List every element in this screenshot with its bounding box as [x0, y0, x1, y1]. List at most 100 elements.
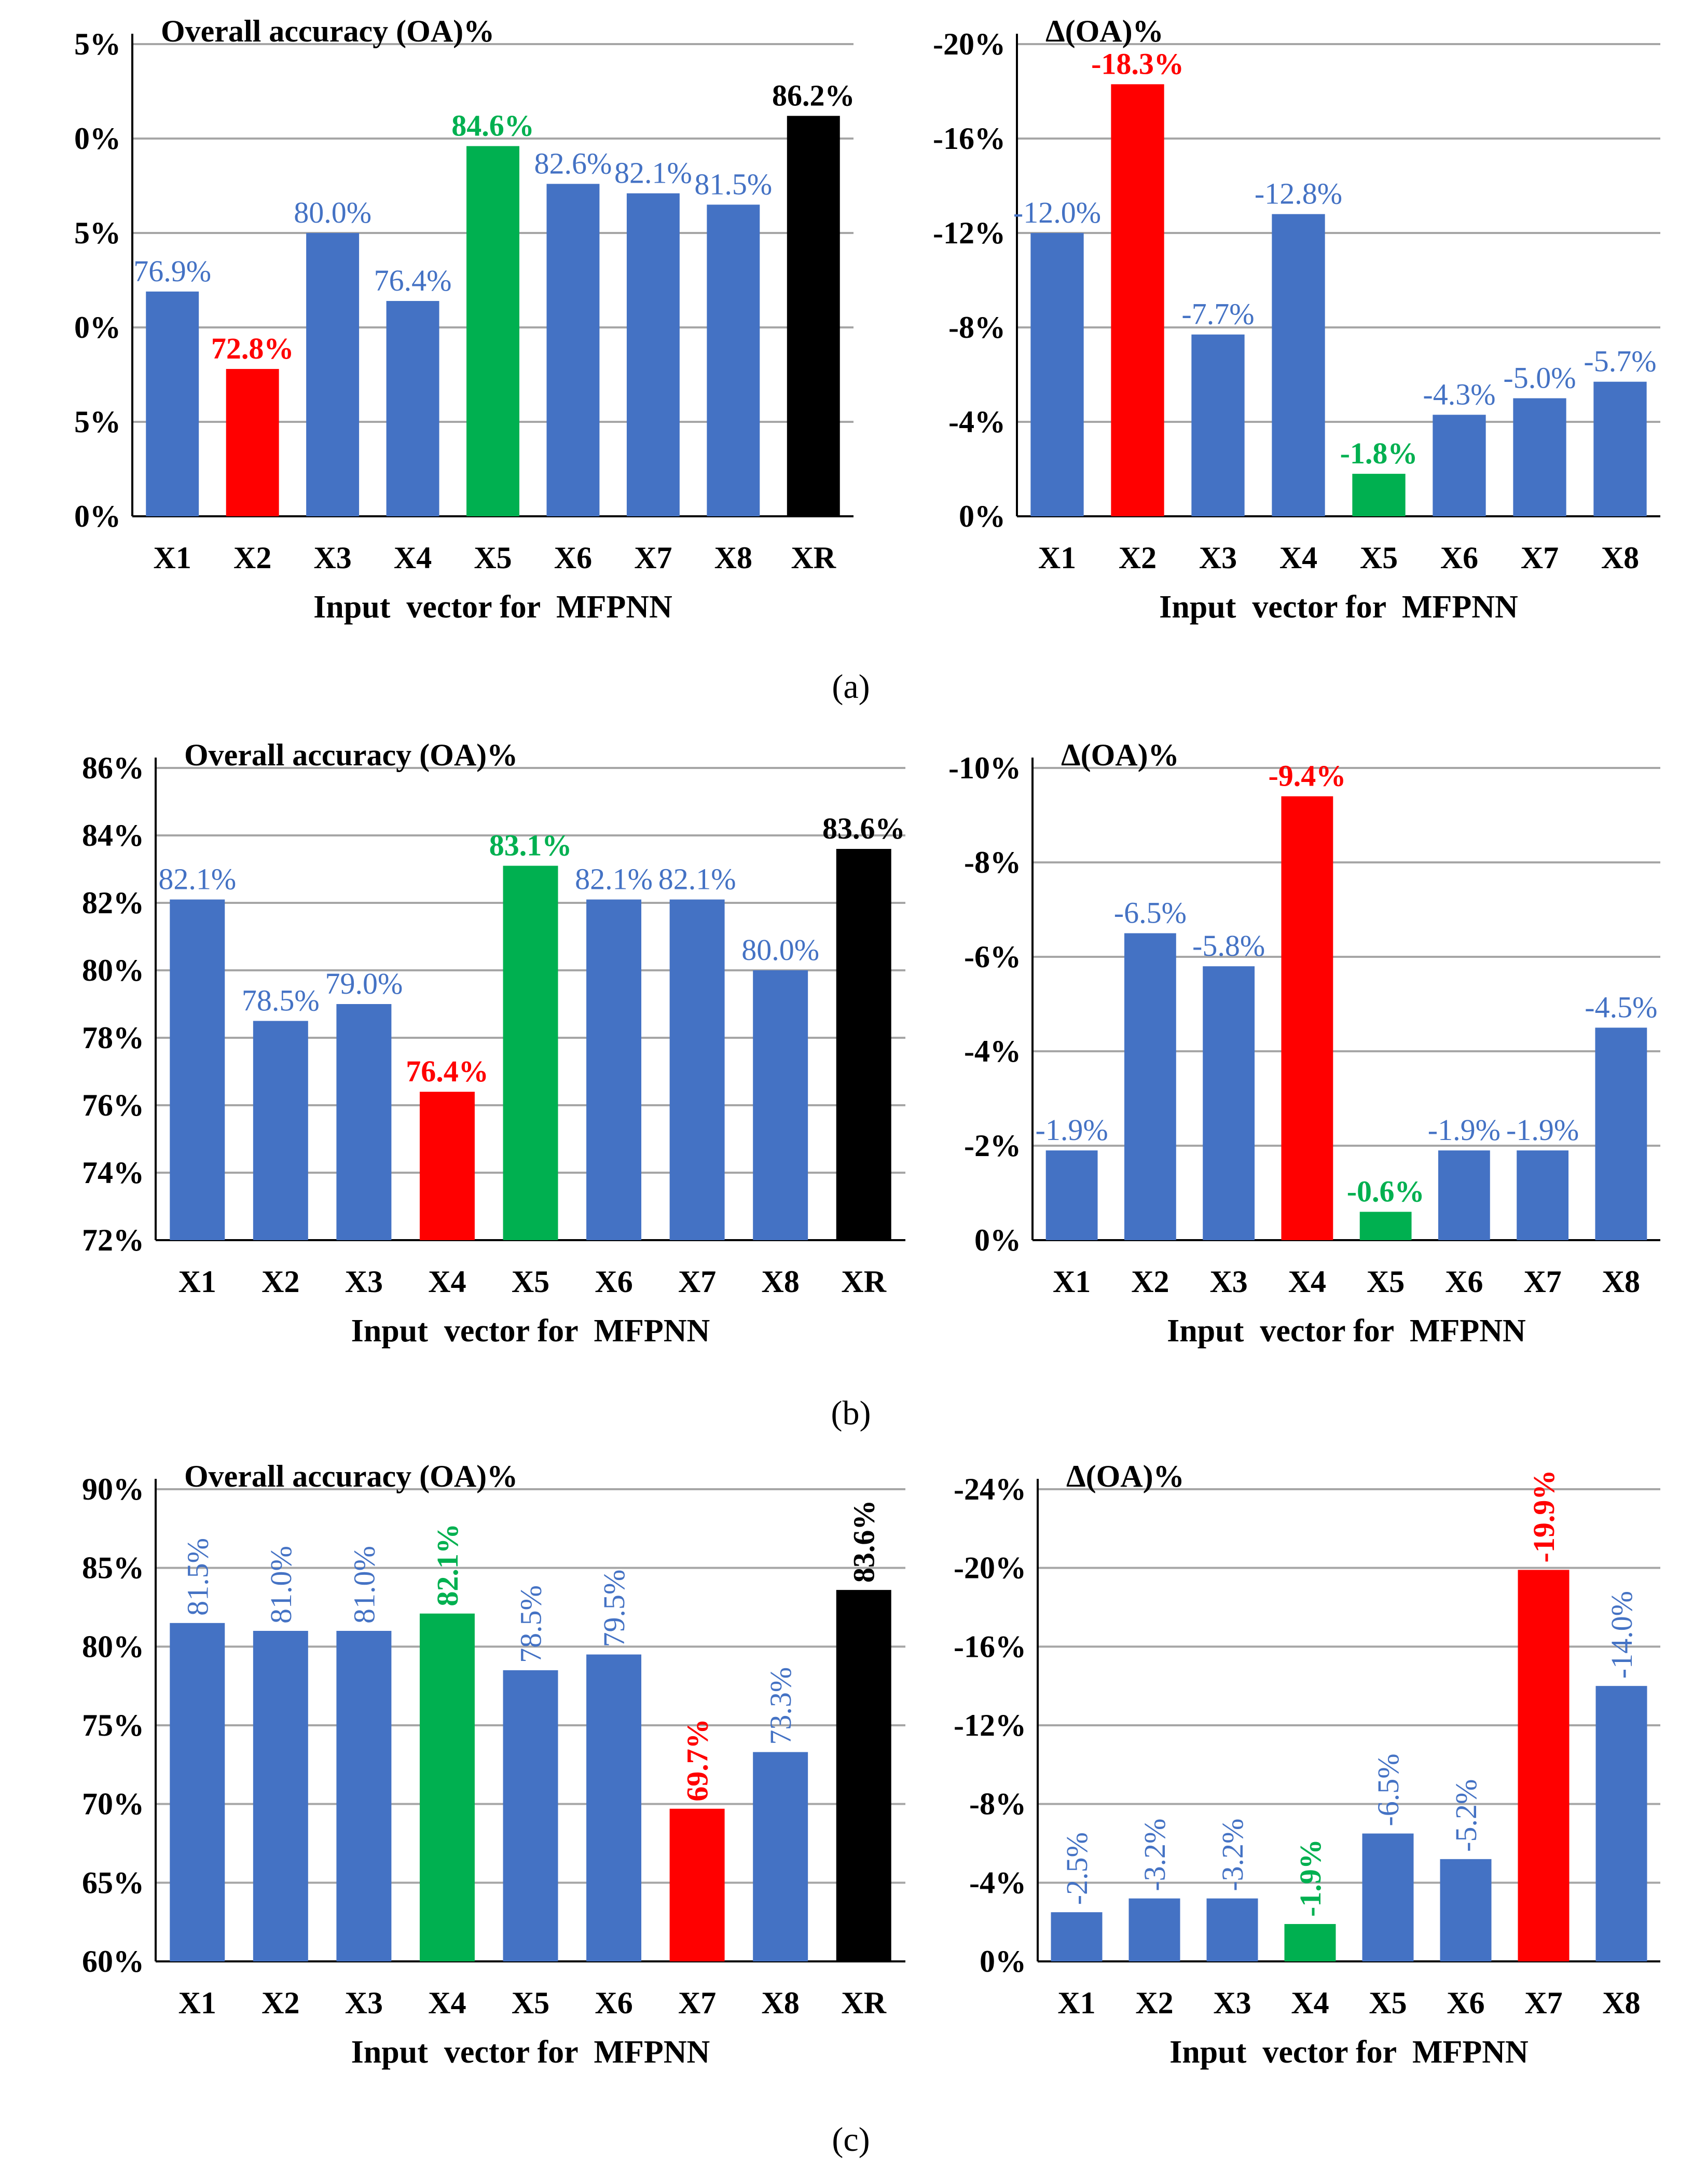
y-tick-label: -4%: [964, 1034, 1021, 1068]
data-label: 82.1%: [431, 1523, 464, 1606]
x-tick-label: X2: [261, 1265, 299, 1299]
x-tick-label: X3: [313, 541, 351, 575]
data-label: -12.8%: [1255, 177, 1342, 211]
bar-x7: [626, 193, 680, 516]
data-label: -1.8%: [1340, 436, 1418, 470]
x-tick-label: X6: [554, 541, 592, 575]
x-tick-label: X4: [1288, 1265, 1326, 1299]
x-tick-label: X3: [345, 1986, 383, 2020]
x-tick-label: XR: [841, 1986, 886, 2020]
data-label: 80.0%: [741, 933, 819, 967]
panel-label: (c): [832, 2121, 870, 2159]
data-label: 83.6%: [822, 812, 905, 845]
y-tick-label: -8%: [948, 310, 1006, 345]
bar-x5: [503, 866, 558, 1240]
data-label: -3.2%: [1138, 1819, 1172, 1891]
bar-x3: [1206, 1898, 1258, 1961]
bar-x3: [336, 1004, 392, 1240]
bar-x6: [586, 1654, 642, 1961]
data-label: -6.5%: [1371, 1753, 1405, 1826]
data-label: -3.2%: [1216, 1819, 1249, 1891]
x-tick-label: X5: [474, 541, 512, 575]
chart-title: Δ(OA)%: [1066, 1459, 1185, 1493]
x-tick-label: X7: [634, 541, 672, 575]
x-tick-label: X7: [1523, 1265, 1561, 1299]
chart-title: Overall accuracy (OA)%: [184, 738, 518, 772]
x-tick-label: X1: [178, 1265, 216, 1299]
data-label: 72.8%: [211, 332, 294, 365]
x-tick-label: X5: [1367, 1265, 1405, 1299]
y-tick-label: -4%: [948, 405, 1006, 439]
y-tick-label: 60%: [82, 1944, 144, 1979]
y-tick-label: 0%: [74, 310, 121, 345]
bar-x1: [170, 899, 225, 1240]
data-label: 81.5%: [181, 1538, 214, 1616]
bar-x3: [336, 1631, 392, 1961]
bar-x7: [1513, 398, 1566, 516]
bar-x1: [1051, 1912, 1103, 1961]
y-tick-label: 70%: [82, 1787, 144, 1821]
data-label: -1.9%: [1506, 1113, 1579, 1147]
bar-x2: [253, 1631, 308, 1961]
y-tick-label: -8%: [964, 845, 1021, 880]
y-tick-label: -8%: [969, 1787, 1026, 1821]
bar-x5: [503, 1670, 558, 1961]
x-tick-label: X7: [678, 1986, 716, 2020]
x-tick-label: X6: [1445, 1265, 1483, 1299]
bar-x8: [707, 204, 760, 516]
x-tick-label: X2: [261, 1986, 299, 2020]
data-label: -7.7%: [1181, 297, 1254, 331]
bar-x7: [669, 899, 725, 1240]
bar-x5: [1362, 1833, 1414, 1961]
bar-x6: [546, 184, 600, 516]
data-label: -5.8%: [1192, 929, 1265, 963]
x-tick-label: XR: [791, 541, 836, 575]
y-tick-label: 0%: [980, 1944, 1026, 1979]
x-tick-label: X4: [428, 1986, 466, 2020]
data-label: -5.2%: [1449, 1779, 1483, 1852]
bar-x5: [1359, 1212, 1412, 1240]
chart-0-0: 0% 5% 0% 5% 0% 5% 76.9% X1 72.8% X2 80.0% X3 76.4% X4…: [74, 14, 855, 625]
data-label: -1.9%: [1428, 1113, 1501, 1147]
bar-x5: [1352, 474, 1406, 516]
y-tick-label: 80%: [82, 953, 144, 987]
data-label: -9.4%: [1268, 759, 1346, 793]
y-tick-label: -16%: [954, 1629, 1026, 1664]
data-label: 79.0%: [325, 967, 403, 1000]
bar-x2: [1124, 933, 1176, 1240]
x-tick-label: X8: [1601, 541, 1639, 575]
x-tick-label: X1: [1053, 1265, 1091, 1299]
y-tick-label: -16%: [933, 121, 1006, 156]
panel-label: (a): [832, 668, 870, 706]
x-tick-label: X3: [345, 1265, 383, 1299]
y-tick-label: 76%: [82, 1088, 144, 1122]
x-axis-label: Input vector for MFPNN: [351, 1313, 710, 1349]
y-tick-label: 0%: [74, 121, 121, 156]
chart-0-1: 0% -4% -8% -12% -16% -20% -12.0% X1 -18.3% X2 -7.7…: [933, 14, 1660, 625]
data-label: 69.7%: [681, 1719, 714, 1802]
bar-x6: [1433, 415, 1486, 516]
y-tick-label: -12%: [933, 216, 1006, 250]
bar-x4: [1281, 796, 1333, 1240]
x-tick-label: X8: [1602, 1986, 1640, 2020]
y-tick-label: 75%: [82, 1708, 144, 1742]
bar-x1: [1045, 1150, 1098, 1240]
bar-x7: [1517, 1150, 1569, 1240]
x-axis-label: Input vector for MFPNN: [313, 589, 672, 625]
y-tick-label: 0%: [74, 499, 121, 533]
y-tick-label: 86%: [82, 751, 144, 785]
data-label: 80.0%: [294, 196, 371, 229]
y-tick-label: 90%: [82, 1472, 144, 1506]
bar-x7: [669, 1808, 725, 1961]
x-tick-label: X6: [595, 1986, 632, 2020]
y-tick-label: -10%: [948, 751, 1021, 785]
data-label: -18.3%: [1091, 47, 1184, 80]
x-tick-label: X2: [1135, 1986, 1173, 2020]
data-label: -19.9%: [1527, 1470, 1561, 1563]
x-tick-label: X4: [394, 541, 432, 575]
y-tick-label: 5%: [74, 216, 121, 250]
data-label: -2.5%: [1060, 1832, 1094, 1905]
y-tick-label: 74%: [82, 1156, 144, 1190]
x-tick-label: X6: [595, 1265, 632, 1299]
y-tick-label: 84%: [82, 818, 144, 853]
